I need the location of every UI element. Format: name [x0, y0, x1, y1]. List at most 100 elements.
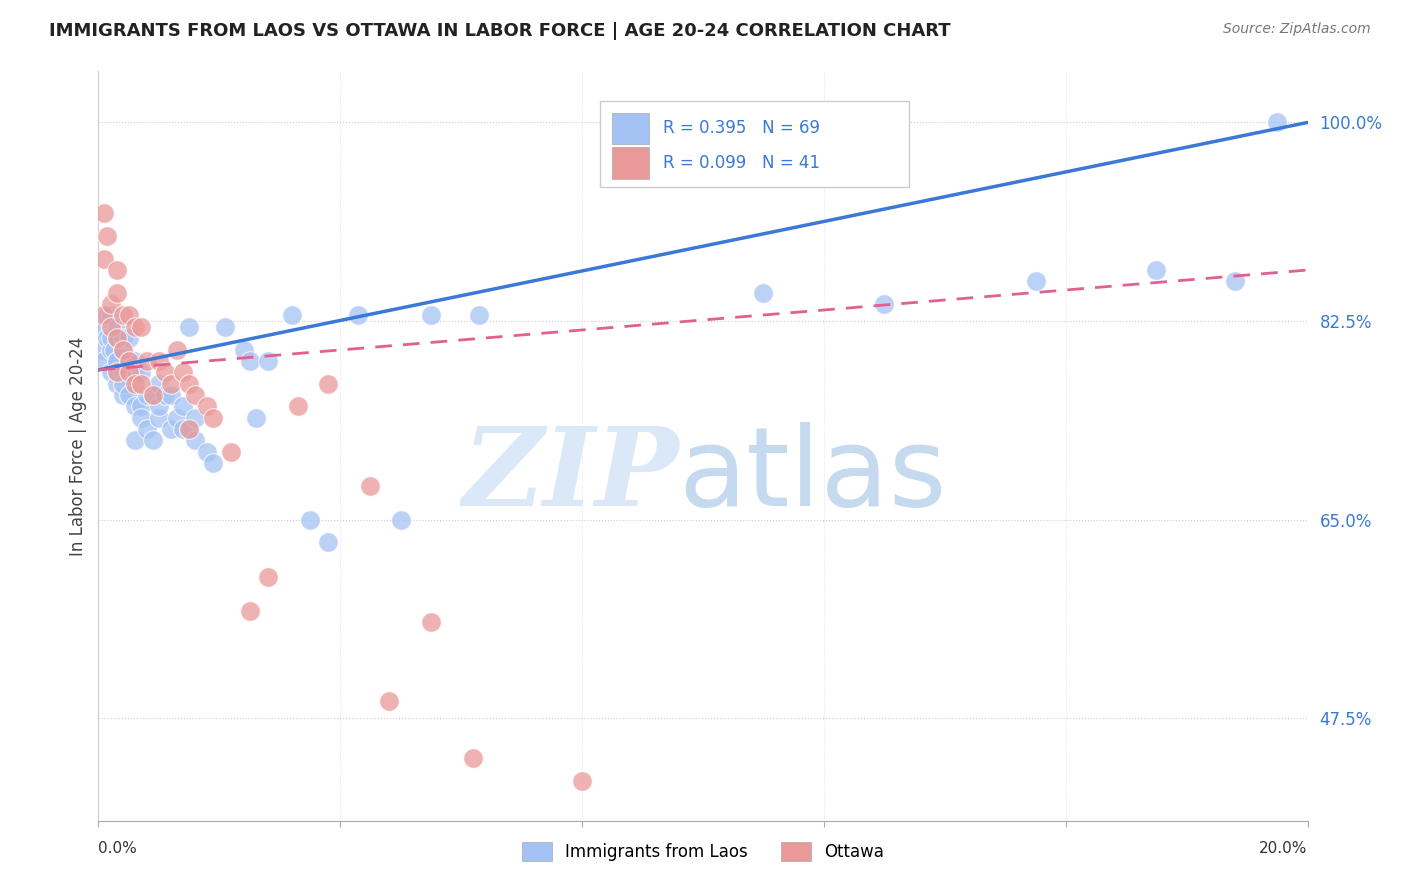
Point: [148, 376, 170, 391]
Point: [118, 309, 141, 323]
Point: [316, 535, 339, 549]
Point: [111, 343, 134, 357]
Point: [184, 388, 207, 402]
Point: [118, 354, 141, 368]
Point: [142, 388, 165, 402]
Point: [153, 365, 176, 379]
Point: [256, 354, 278, 368]
Point: [148, 354, 170, 368]
Point: [299, 513, 322, 527]
Text: atlas: atlas: [679, 423, 948, 530]
Point: [347, 309, 370, 323]
Point: [129, 410, 152, 425]
Point: [160, 376, 183, 391]
Point: [232, 343, 254, 357]
Point: [124, 365, 146, 379]
Point: [91, 343, 114, 357]
Point: [105, 354, 128, 368]
Point: [111, 331, 134, 345]
Y-axis label: In Labor Force | Age 20-24: In Labor Force | Age 20-24: [69, 336, 87, 556]
Point: [93, 319, 115, 334]
Point: [105, 376, 128, 391]
Point: [105, 365, 128, 379]
Point: [124, 399, 146, 413]
Point: [100, 309, 122, 323]
Point: [124, 434, 146, 448]
Text: 0.0%: 0.0%: [98, 841, 138, 856]
Point: [256, 569, 278, 583]
Point: [105, 331, 128, 345]
Point: [221, 444, 243, 458]
Point: [463, 751, 485, 765]
Point: [1267, 115, 1289, 129]
Point: [118, 365, 141, 379]
Point: [100, 331, 122, 345]
Point: [124, 354, 146, 368]
Point: [420, 615, 443, 629]
Point: [105, 285, 128, 300]
Point: [129, 365, 152, 379]
Text: ZIP: ZIP: [463, 422, 679, 530]
Point: [96, 309, 118, 323]
Legend: Immigrants from Laos, Ottawa: Immigrants from Laos, Ottawa: [522, 842, 884, 861]
Point: [93, 252, 115, 266]
Point: [316, 376, 339, 391]
Point: [105, 319, 128, 334]
Point: [1024, 274, 1046, 288]
Bar: [613, 112, 648, 144]
Point: [148, 410, 170, 425]
Point: [118, 388, 141, 402]
Text: 20.0%: 20.0%: [1260, 841, 1308, 856]
FancyBboxPatch shape: [600, 102, 908, 187]
Point: [239, 354, 262, 368]
Point: [179, 376, 201, 391]
Point: [105, 331, 128, 345]
Point: [420, 309, 443, 323]
Point: [202, 410, 225, 425]
Point: [100, 343, 122, 357]
Point: [124, 376, 146, 391]
Point: [281, 309, 304, 323]
Point: [287, 399, 309, 413]
Point: [184, 410, 207, 425]
Point: [118, 354, 141, 368]
Point: [195, 444, 218, 458]
Point: [100, 319, 122, 334]
Point: [93, 354, 115, 368]
Point: [571, 773, 593, 788]
Point: [105, 354, 128, 368]
Point: [111, 388, 134, 402]
Point: [96, 229, 118, 244]
Point: [142, 388, 165, 402]
Point: [172, 422, 194, 436]
Point: [111, 309, 134, 323]
Point: [142, 434, 165, 448]
Point: [245, 410, 267, 425]
Point: [389, 513, 412, 527]
Point: [172, 399, 194, 413]
Point: [91, 309, 114, 323]
Point: [135, 354, 157, 368]
Point: [160, 388, 183, 402]
Point: [135, 388, 157, 402]
Point: [118, 331, 141, 345]
Point: [129, 376, 152, 391]
Point: [166, 343, 188, 357]
Point: [360, 479, 382, 493]
Point: [93, 206, 115, 220]
Point: [103, 343, 125, 357]
Point: [160, 422, 183, 436]
Bar: [613, 147, 648, 178]
Point: [166, 410, 188, 425]
Point: [239, 604, 262, 618]
Point: [468, 309, 491, 323]
Point: [172, 365, 194, 379]
Point: [129, 319, 152, 334]
Point: [105, 263, 128, 277]
Text: R = 0.395   N = 69: R = 0.395 N = 69: [664, 120, 820, 137]
Point: [111, 365, 134, 379]
Point: [118, 354, 141, 368]
Point: [100, 365, 122, 379]
Point: [179, 422, 201, 436]
Point: [129, 399, 152, 413]
